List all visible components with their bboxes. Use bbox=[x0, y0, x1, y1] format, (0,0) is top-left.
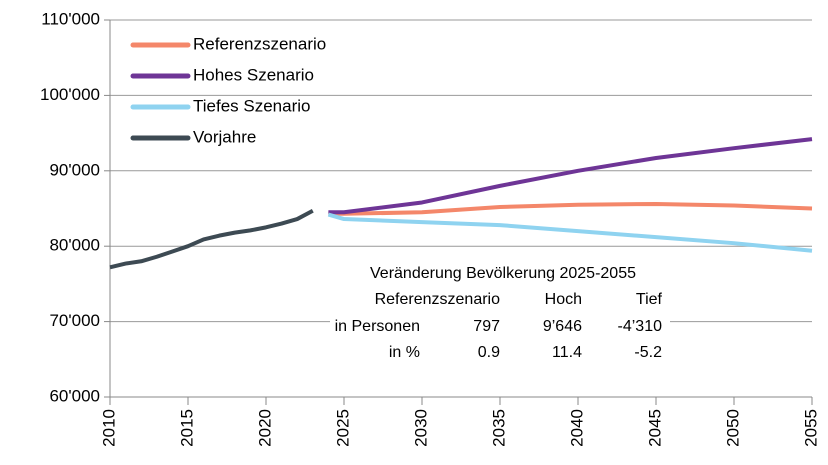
y-tick-label: 70'000 bbox=[49, 311, 100, 330]
series-line bbox=[327, 212, 813, 253]
legend-label: Vorjahre bbox=[193, 127, 256, 146]
series-line bbox=[109, 208, 314, 270]
x-tick-label: 2030 bbox=[411, 409, 430, 447]
y-tick-label: 90'000 bbox=[49, 160, 100, 179]
x-tick-label: 2020 bbox=[255, 409, 274, 447]
x-tick-label: 2025 bbox=[333, 409, 352, 447]
annotation-column: Hoch bbox=[545, 291, 582, 308]
annotation-value: -5.2 bbox=[634, 344, 662, 361]
annotation-value: 11.4 bbox=[552, 344, 582, 361]
x-tick-label: 2040 bbox=[567, 409, 586, 447]
annotation-row-label: in % bbox=[389, 344, 420, 361]
annotation-column: Tief bbox=[636, 291, 663, 308]
annotation-value: 0.9 bbox=[478, 344, 500, 361]
annotation-title: Veränderung Bevölkerung 2025-2055 bbox=[370, 265, 636, 282]
x-tick-label: 2035 bbox=[489, 409, 508, 447]
x-tick-label: 2055 bbox=[801, 409, 820, 447]
x-tick-label: 2015 bbox=[177, 409, 196, 447]
x-tick-label: 2050 bbox=[723, 409, 742, 447]
annotation-box bbox=[330, 260, 670, 360]
annotation-value: 9’646 bbox=[543, 318, 582, 335]
y-tick-label: 60'000 bbox=[49, 386, 100, 405]
y-tick-label: 100'000 bbox=[40, 85, 100, 104]
y-tick-label: 110'000 bbox=[41, 9, 100, 28]
series-line bbox=[328, 137, 813, 215]
legend-label: Hohes Szenario bbox=[193, 65, 314, 84]
annotation-value: 797 bbox=[473, 318, 500, 335]
legend-label: Tiefes Szenario bbox=[193, 96, 310, 115]
x-tick-label: 2010 bbox=[99, 409, 118, 447]
annotation-value: -4’310 bbox=[618, 318, 663, 335]
legend-label: Referenzszenario bbox=[193, 34, 326, 53]
y-tick-label: 80'000 bbox=[49, 236, 100, 255]
annotation-row-label: in Personen bbox=[335, 318, 420, 335]
series-line bbox=[328, 201, 813, 216]
x-tick-label: 2045 bbox=[645, 409, 664, 447]
annotation-column: Referenzszenario bbox=[375, 291, 501, 308]
